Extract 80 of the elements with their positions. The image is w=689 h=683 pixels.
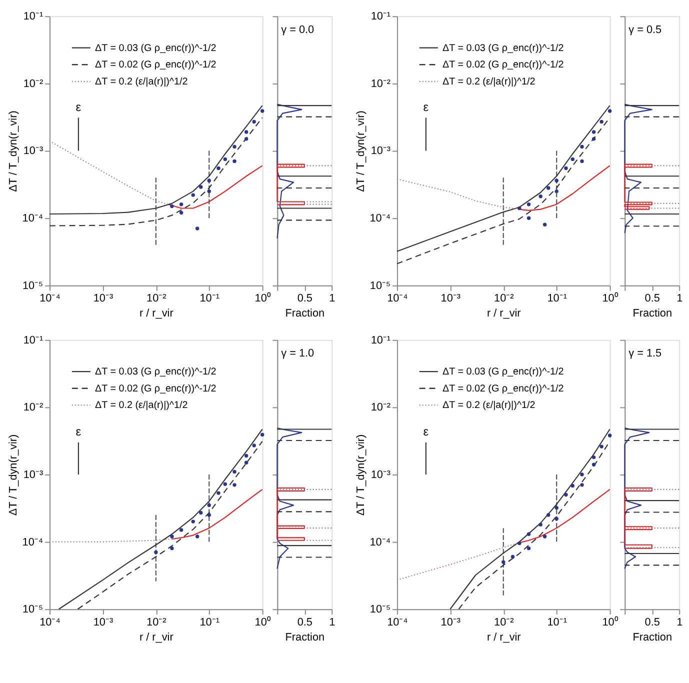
- x-tick-label: 10⁻²: [494, 616, 514, 628]
- legend-label: ΔT = 0.2 (ε/|a(r)|)^1/2: [442, 76, 536, 88]
- y-tick-label: 10⁻⁴: [370, 536, 391, 548]
- y-tick-label: 10⁻²: [370, 402, 391, 414]
- x-axis-title: Fraction: [632, 631, 672, 644]
- x-tick-label: 1: [676, 292, 683, 305]
- x-tick-label: 10⁻⁴: [387, 616, 408, 628]
- y-axis-title: ΔT / T_dyn(r_vir): [7, 434, 20, 516]
- x-tick-label: 0.5: [297, 292, 312, 305]
- legend-label: ΔT = 0.03 (G ρ_enc(r))^-1/2: [95, 42, 216, 54]
- x-tick-label: 10⁻⁴: [40, 292, 61, 305]
- annotation: ε: [76, 100, 82, 114]
- y-tick-label: 10⁻⁵: [22, 280, 44, 292]
- y-tick-label: 10⁻³: [23, 468, 44, 481]
- x-tick-label: 0.5: [644, 616, 660, 628]
- annotation: γ = 1.0: [281, 348, 314, 360]
- y-tick-label: 10⁻³: [370, 468, 391, 481]
- legend-label: ΔT = 0.2 (ε/|a(r)|)^1/2: [95, 400, 188, 412]
- legend-label: ΔT = 0.02 (G ρ_enc(r))^-1/2: [95, 383, 216, 394]
- y-tick-label: 10⁻³: [370, 145, 391, 158]
- legend-label: ΔT = 0.2 (ε/|a(r)|)^1/2: [95, 76, 188, 88]
- x-tick-label: 10⁻²: [146, 292, 167, 305]
- y-tick-label: 10⁻⁴: [22, 536, 44, 548]
- y-axis-title: ΔT / T_dyn(r_vir): [7, 110, 20, 192]
- x-tick-label: 10⁰: [602, 292, 618, 305]
- y-axis-title: ΔT / T_dyn(r_vir): [354, 110, 367, 192]
- x-tick-label: 1: [329, 292, 336, 305]
- annotation: ε: [423, 100, 430, 114]
- x-tick-label: 0.5: [644, 292, 660, 305]
- x-tick-label: 1: [329, 616, 336, 628]
- x-tick-label: 10⁻⁴: [387, 292, 408, 305]
- x-tick-label: 10⁰: [602, 615, 618, 628]
- legend-label: ΔT = 0.02 (G ρ_enc(r))^-1/2: [442, 60, 564, 71]
- x-tick-label: 10⁻³: [440, 292, 461, 305]
- x-tick-label: 10⁻¹: [200, 292, 220, 305]
- y-tick-label: 10⁻²: [23, 78, 44, 90]
- y-tick-label: 10⁻⁴: [22, 212, 44, 225]
- x-tick-label: 10⁻²: [494, 292, 514, 305]
- x-axis-title: r / r_vir: [486, 631, 522, 644]
- annotation: γ = 0.5: [628, 24, 662, 36]
- legend-label: ΔT = 0.03 (G ρ_enc(r))^-1/2: [442, 366, 564, 378]
- x-tick-label: 10⁻¹: [547, 292, 568, 305]
- y-tick-label: 10⁻⁵: [370, 604, 391, 616]
- legend-label: ΔT = 0.03 (G ρ_enc(r))^-1/2: [95, 366, 216, 378]
- x-axis-title: r / r_vir: [486, 308, 522, 320]
- legend-label: ΔT = 0.2 (ε/|a(r)|)^1/2: [442, 400, 536, 412]
- annotation: γ = 0.0: [281, 24, 314, 36]
- x-axis-title: Fraction: [632, 308, 672, 320]
- y-tick-label: 10⁻²: [370, 78, 391, 90]
- legend-label: ΔT = 0.03 (G ρ_enc(r))^-1/2: [442, 42, 564, 54]
- x-axis-title: Fraction: [285, 308, 325, 320]
- x-axis-title: Fraction: [285, 631, 325, 644]
- x-axis-title: r / r_vir: [139, 308, 174, 320]
- x-tick-label: 10⁻³: [93, 616, 114, 628]
- annotation: ε: [423, 424, 430, 438]
- y-tick-label: 10⁻¹: [23, 334, 44, 346]
- x-axis-title: r / r_vir: [139, 631, 174, 644]
- y-tick-label: 10⁻⁵: [370, 280, 391, 292]
- y-tick-label: 10⁻³: [23, 145, 44, 158]
- x-tick-label: 10⁻¹: [547, 616, 568, 628]
- legend-label: ΔT = 0.02 (G ρ_enc(r))^-1/2: [95, 60, 216, 71]
- y-tick-label: 10⁻²: [23, 402, 44, 414]
- y-tick-label: 10⁻⁵: [22, 604, 44, 616]
- y-tick-label: 10⁻¹: [23, 10, 44, 23]
- x-tick-label: 10⁻⁴: [40, 616, 61, 628]
- x-tick-label: 10⁻³: [93, 292, 114, 305]
- x-tick-label: 0.5: [297, 616, 312, 628]
- annotation: γ = 1.5: [628, 348, 662, 360]
- x-tick-label: 10⁰: [254, 292, 271, 305]
- y-tick-label: 10⁻¹: [370, 334, 391, 346]
- x-tick-label: 10⁻¹: [200, 616, 220, 628]
- y-tick-label: 10⁻¹: [370, 10, 391, 23]
- annotation: ε: [76, 424, 82, 438]
- x-tick-label: 10⁻²: [146, 616, 167, 628]
- x-tick-label: 10⁰: [254, 615, 271, 628]
- x-tick-label: 1: [676, 616, 683, 628]
- y-tick-label: 10⁻⁴: [370, 212, 391, 225]
- y-axis-title: ΔT / T_dyn(r_vir): [354, 434, 367, 516]
- legend-label: ΔT = 0.02 (G ρ_enc(r))^-1/2: [442, 383, 564, 394]
- x-tick-label: 10⁻³: [440, 616, 461, 628]
